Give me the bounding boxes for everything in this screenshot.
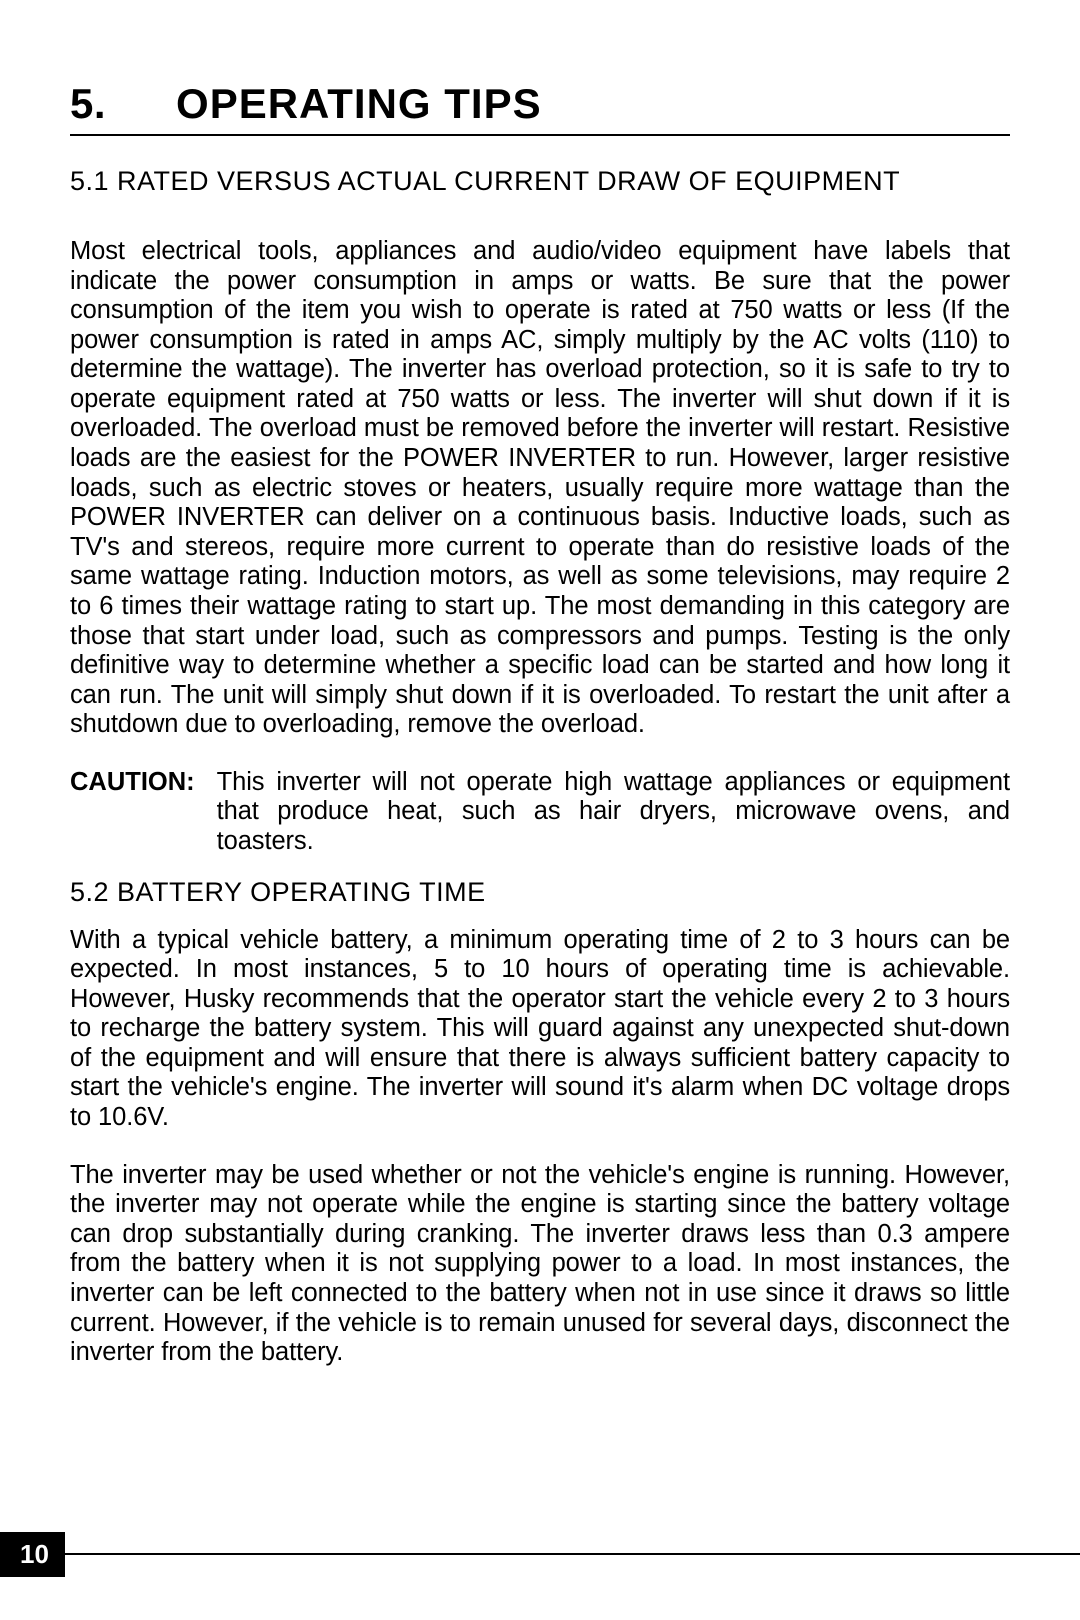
subsection-5-1-title: 5.1 RATED VERSUS ACTUAL CURRENT DRAW OF …: [70, 166, 1010, 197]
caution-block: CAUTION: This inverter will not operate …: [70, 768, 1010, 857]
page-number: 10: [0, 1532, 65, 1577]
section-title: OPERATING TIPS: [176, 80, 542, 128]
page-footer: 10: [0, 1533, 1080, 1575]
footer-rule: [65, 1553, 1080, 1556]
section-number: 5.: [70, 80, 106, 128]
subsection-5-2-body-1: With a typical vehicle battery, a minimu…: [70, 926, 1010, 1133]
subsection-5-2-body-2: The inverter may be used whether or not …: [70, 1161, 1010, 1368]
caution-label: CAUTION:: [70, 768, 195, 797]
caution-text: This inverter will not operate high watt…: [201, 768, 1010, 857]
subsection-5-2-title: 5.2 BATTERY OPERATING TIME: [70, 877, 1010, 908]
subsection-5-1-body: Most electrical tools, appliances and au…: [70, 237, 1010, 740]
section-header: 5. OPERATING TIPS: [70, 80, 1010, 136]
